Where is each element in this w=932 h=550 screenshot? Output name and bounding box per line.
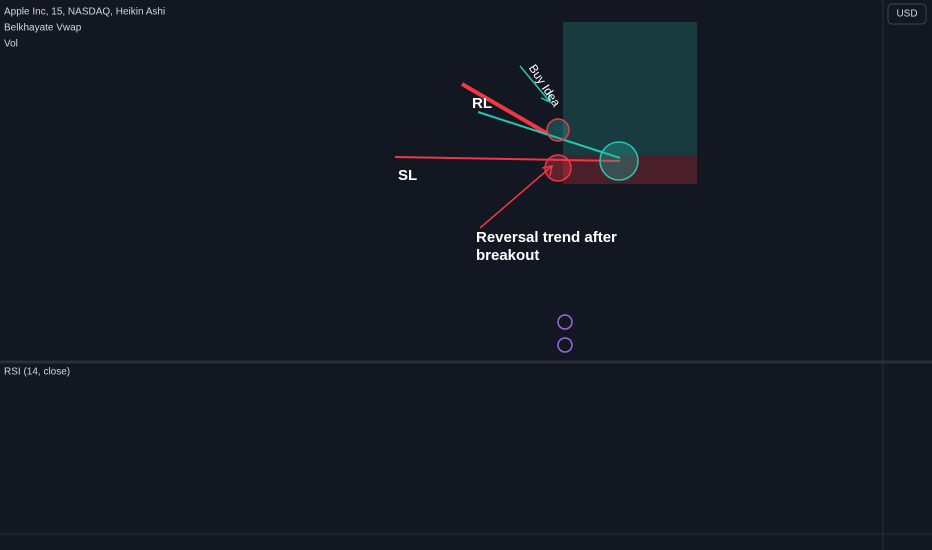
sl-line	[394, 156, 621, 162]
arrow	[519, 65, 551, 103]
event-icon[interactable]	[557, 314, 573, 330]
arrow	[479, 165, 553, 229]
arrow-head	[541, 165, 553, 177]
resistance-line	[460, 82, 550, 136]
indicator-name: Vol	[4, 39, 18, 50]
indicator-name: RSI (14, close)	[4, 367, 70, 378]
arrow-head	[540, 91, 551, 104]
reversal-label: Reversal trend after	[476, 229, 617, 246]
currency-label[interactable]: USD	[896, 9, 917, 20]
circle-marker	[599, 141, 639, 181]
target-zone	[563, 22, 697, 155]
event-icon[interactable]	[557, 337, 573, 353]
sl-label: SL	[398, 167, 417, 184]
symbol-title: Apple Inc, 15, NASDAQ, Heikin Ashi	[4, 7, 165, 18]
circle-marker	[546, 118, 570, 142]
currency-button[interactable]	[887, 3, 927, 25]
indicator-name: Belkhayate Vwap	[4, 23, 82, 34]
reversal-label: breakout	[476, 247, 539, 264]
rl-label: RL	[472, 95, 492, 112]
